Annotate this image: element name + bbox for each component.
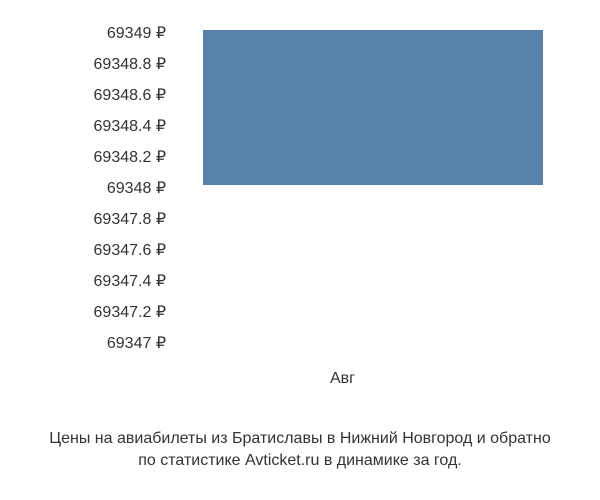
y-axis-tick-label: 69347.2 ₽ bbox=[0, 297, 180, 328]
y-axis-tick-label: 69347 ₽ bbox=[0, 328, 180, 359]
chart-caption: Цены на авиабилеты из Братиславы в Нижни… bbox=[0, 428, 600, 472]
y-axis-labels: 69349 ₽ 69348.8 ₽ 69348.6 ₽ 69348.4 ₽ 69… bbox=[0, 18, 180, 359]
plot-area bbox=[203, 30, 543, 345]
bar-aug bbox=[203, 30, 543, 185]
caption-line-2: по статистике Avticket.ru в динамике за … bbox=[0, 450, 600, 472]
caption-line-1: Цены на авиабилеты из Братиславы в Нижни… bbox=[0, 428, 600, 450]
y-axis-tick-label: 69348.6 ₽ bbox=[0, 80, 180, 111]
x-axis-tick-label: Авг bbox=[330, 370, 355, 388]
y-axis-tick-label: 69348 ₽ bbox=[0, 173, 180, 204]
y-axis-tick-label: 69348.8 ₽ bbox=[0, 49, 180, 80]
y-axis-tick-label: 69349 ₽ bbox=[0, 18, 180, 49]
y-axis-tick-label: 69348.4 ₽ bbox=[0, 111, 180, 142]
chart-container: 69349 ₽ 69348.8 ₽ 69348.6 ₽ 69348.4 ₽ 69… bbox=[0, 0, 600, 500]
y-axis-tick-label: 69347.6 ₽ bbox=[0, 235, 180, 266]
y-axis-tick-label: 69347.8 ₽ bbox=[0, 204, 180, 235]
y-axis-tick-label: 69348.2 ₽ bbox=[0, 142, 180, 173]
y-axis-tick-label: 69347.4 ₽ bbox=[0, 266, 180, 297]
